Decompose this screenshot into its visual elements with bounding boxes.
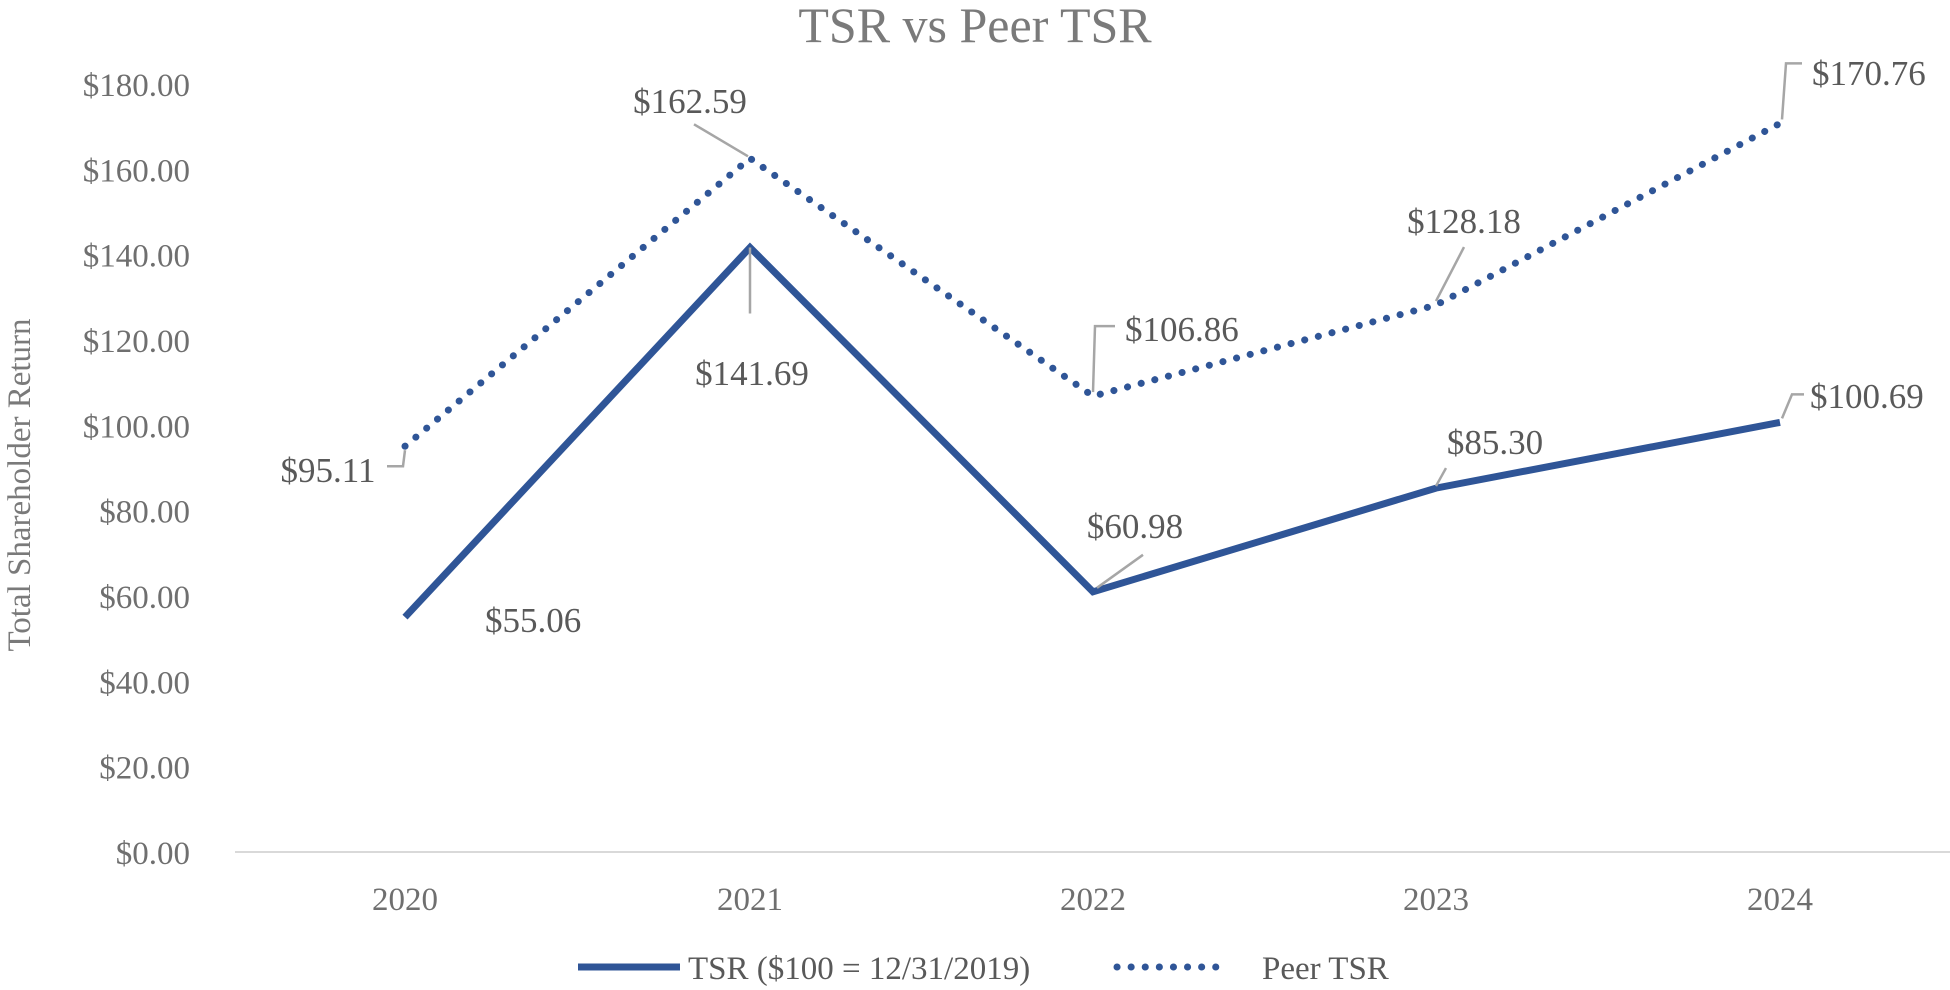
data-label: $60.98	[1087, 507, 1183, 546]
leader-line	[693, 123, 749, 158]
chart-title: TSR vs Peer TSR	[798, 0, 1152, 53]
data-label: $106.86	[1125, 310, 1239, 349]
legend-label-peer: Peer TSR	[1262, 951, 1389, 987]
y-tick-label: $100.00	[83, 409, 190, 445]
data-label: $95.11	[281, 451, 376, 490]
leader-line	[1434, 246, 1466, 302]
x-tick-label: 2020	[372, 882, 438, 918]
x-tick-label: 2023	[1403, 882, 1469, 918]
data-label: $128.18	[1407, 202, 1521, 241]
x-tick-label: 2024	[1747, 882, 1813, 918]
y-tick-label: $60.00	[99, 580, 190, 616]
y-tick-label: $40.00	[99, 665, 190, 701]
leader-line	[1434, 467, 1448, 487]
y-axis-title: Total Shareholder Return	[2, 318, 38, 651]
series-line-tsr	[402, 242, 1781, 620]
leader-line	[1780, 62, 1802, 120]
y-tick-label: $160.00	[83, 153, 190, 189]
series-lines	[401, 119, 1784, 620]
leader-line	[1096, 553, 1144, 589]
label-leader-lines	[387, 62, 1804, 589]
y-tick-labels: $0.00 $20.00 $40.00 $60.00 $80.00 $100.00 $120…	[83, 68, 190, 872]
x-tick-labels: 2020 2021 2022 2023 2024	[372, 882, 1813, 918]
data-label: $141.69	[695, 354, 809, 393]
y-tick-label: $180.00	[83, 68, 190, 104]
data-label: $100.69	[1810, 377, 1924, 416]
y-tick-label: $120.00	[83, 324, 190, 360]
x-tick-label: 2022	[1060, 882, 1126, 918]
data-label: $55.06	[485, 601, 581, 640]
y-tick-label: $80.00	[99, 495, 190, 531]
legend-label-tsr: TSR ($100 = 12/31/2019)	[688, 951, 1030, 987]
series-line-peer	[401, 119, 1784, 450]
leader-line	[1091, 324, 1115, 393]
data-label: $170.76	[1812, 54, 1926, 93]
data-label: $162.59	[633, 82, 747, 121]
leader-line	[387, 450, 407, 468]
data-label: $85.30	[1447, 423, 1543, 462]
leader-line	[1780, 393, 1804, 419]
legend: TSR ($100 = 12/31/2019) Peer TSR	[578, 951, 1389, 987]
x-tick-label: 2021	[717, 882, 783, 918]
y-tick-label: $20.00	[99, 751, 190, 787]
data-labels: $55.06 $141.69 $60.98 $85.30 $100.69 $95.11 $1…	[281, 54, 1926, 640]
y-tick-label: $0.00	[116, 836, 190, 872]
y-tick-label: $140.00	[83, 239, 190, 275]
